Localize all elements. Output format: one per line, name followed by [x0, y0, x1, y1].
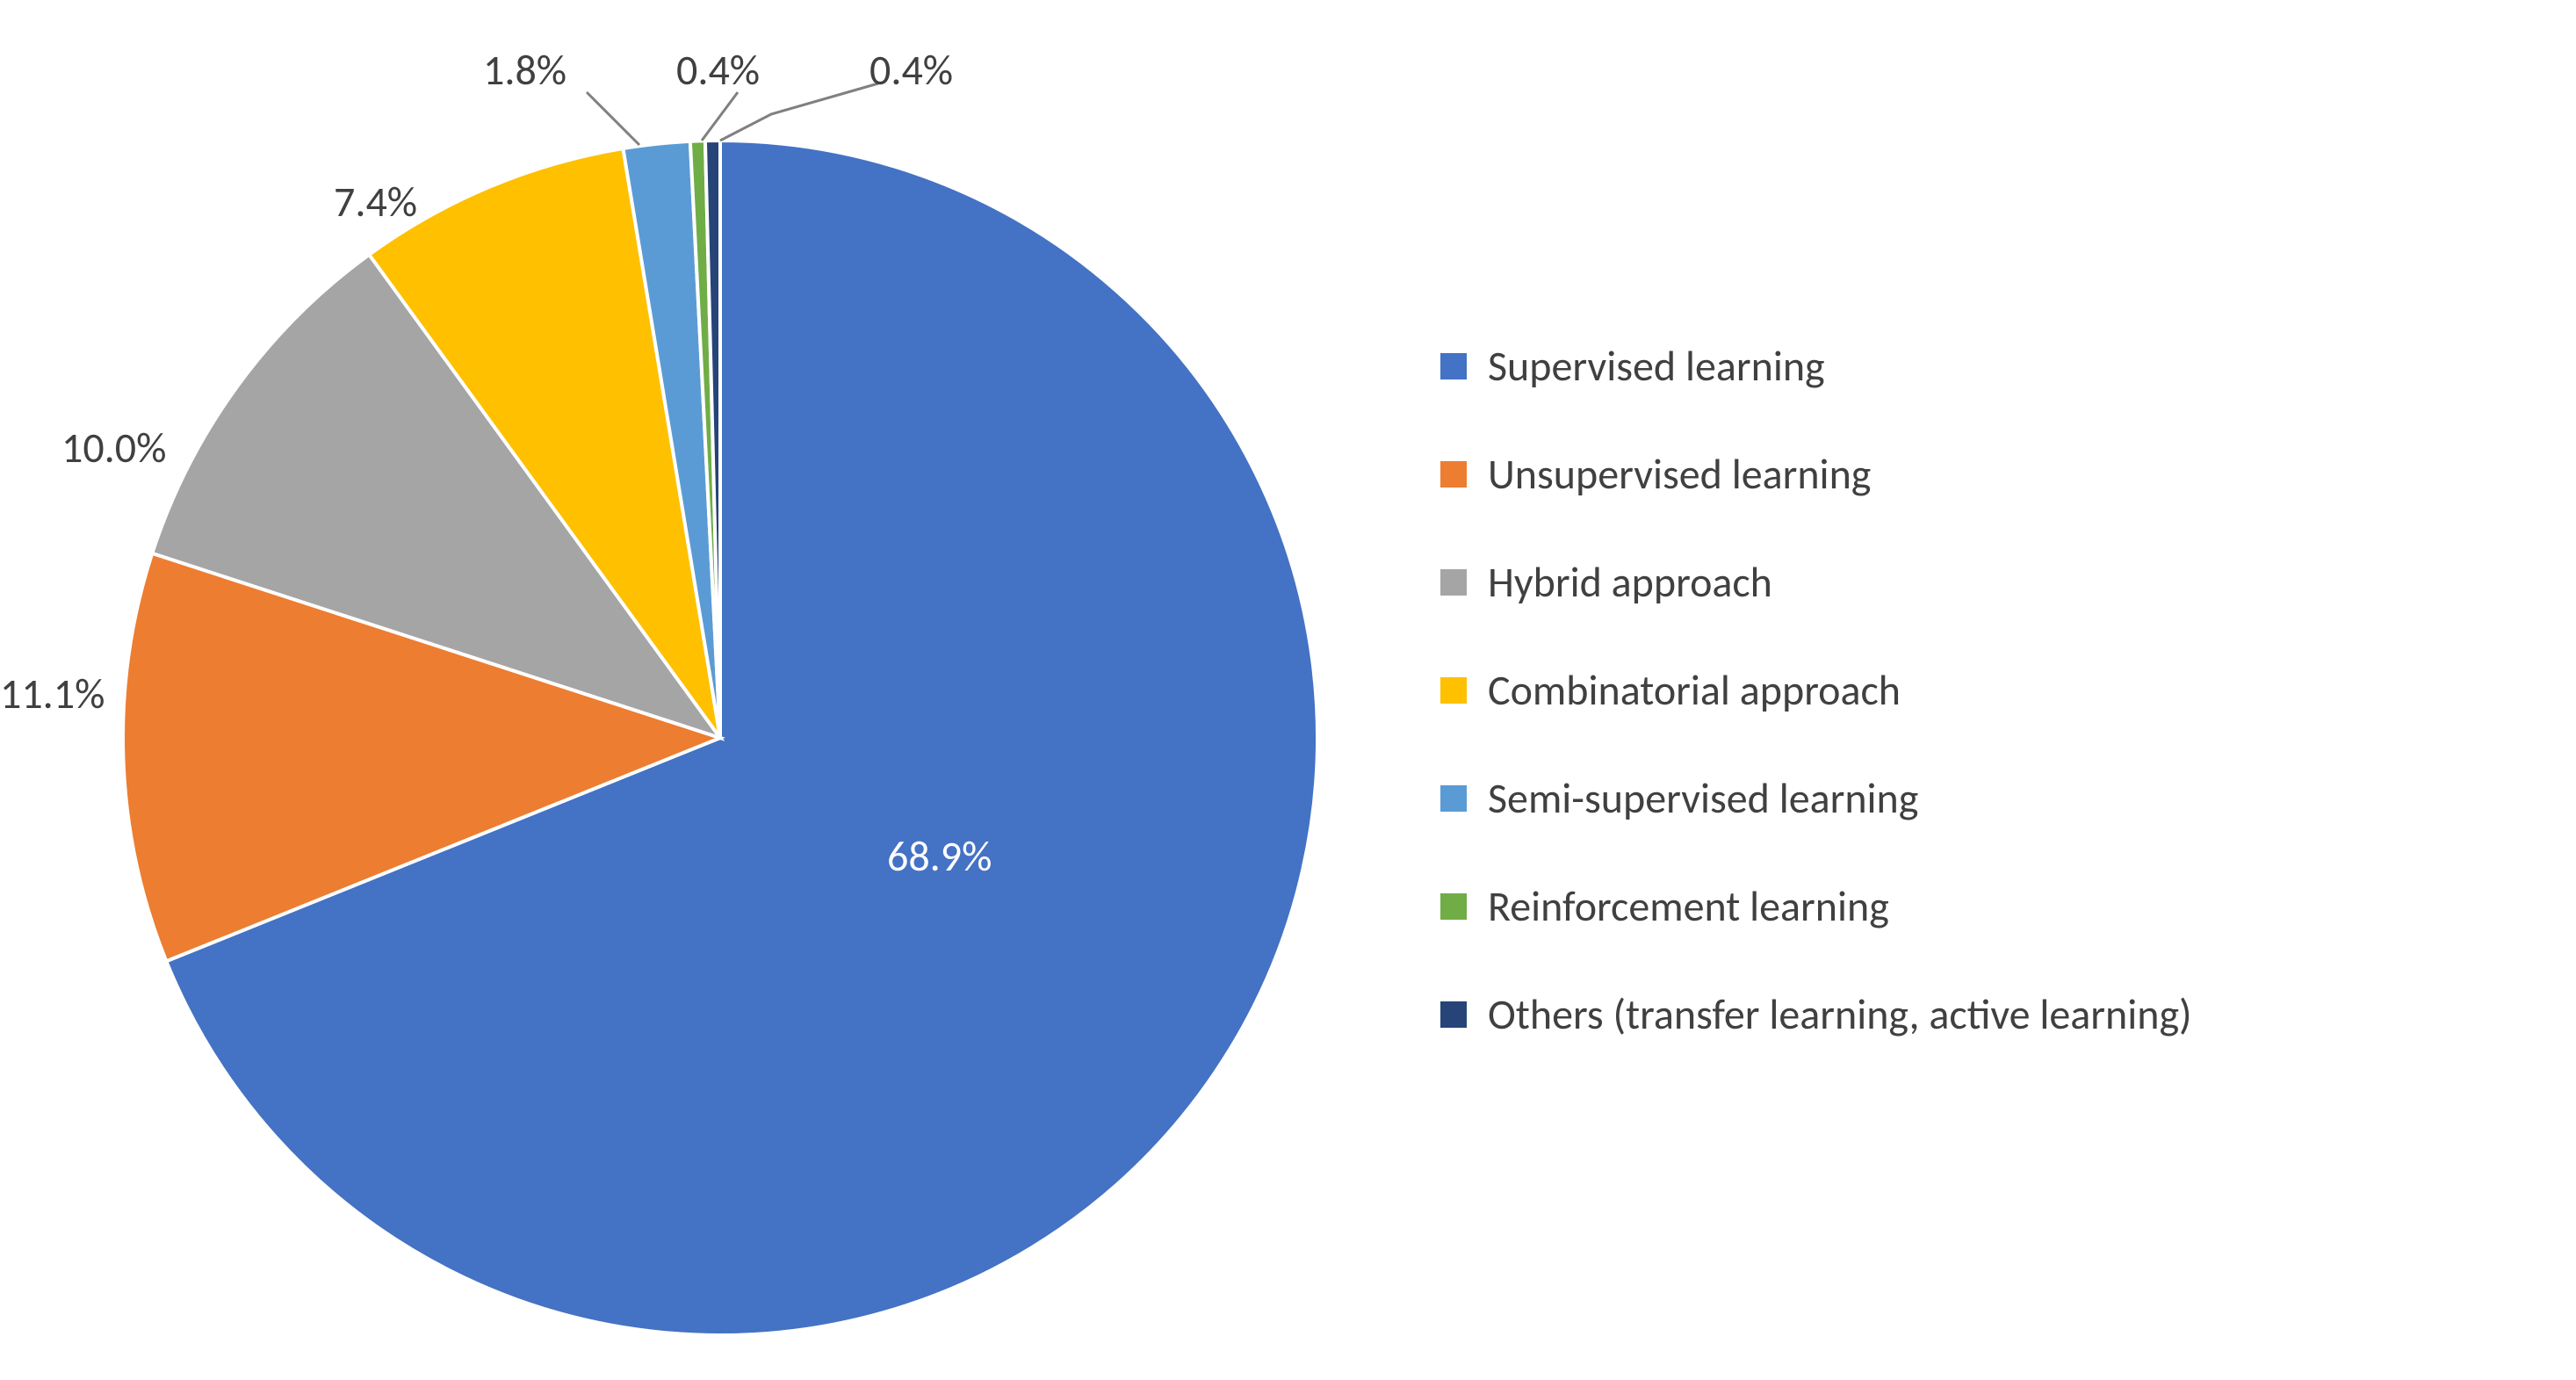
slice-data-label: 7.4%: [334, 176, 417, 228]
legend-marker-icon: [1440, 893, 1467, 920]
slice-data-label: 1.8%: [483, 44, 566, 96]
legend-item: Supervised learning: [1440, 340, 2192, 392]
slice-data-label: 0.4%: [869, 44, 953, 96]
legend-label: Others (transfer learning, active learni…: [1488, 988, 2192, 1040]
pie-chart-svg: [0, 0, 1405, 1380]
slice-data-label: 10.0%: [61, 422, 166, 473]
legend-label: Semi-supervised learning: [1488, 772, 1918, 824]
legend-marker-icon: [1440, 677, 1467, 704]
legend-marker-icon: [1440, 569, 1467, 596]
slice-data-label: 68.9%: [887, 830, 992, 882]
legend-item: Semi-supervised learning: [1440, 772, 2192, 824]
legend-label: Reinforcement learning: [1488, 880, 1889, 932]
legend-marker-icon: [1440, 461, 1467, 488]
legend-marker-icon: [1440, 785, 1467, 812]
leader-line: [587, 92, 639, 145]
legend-item: Unsupervised learning: [1440, 448, 2192, 500]
legend-marker-icon: [1440, 1001, 1467, 1028]
slice-data-label: 0.4%: [676, 44, 760, 96]
chart-wrap: 68.9% 11.1% 10.0% 7.4% 1.8% 0.4% 0.4% Supervis…: [0, 0, 2576, 1380]
slice-data-label: 11.1%: [0, 668, 105, 719]
legend: Supervised learning Unsupervised learning…: [1440, 340, 2192, 1040]
legend-item: Reinforcement learning: [1440, 880, 2192, 932]
legend-label: Hybrid approach: [1488, 556, 1772, 608]
pie-chart-area: 68.9% 11.1% 10.0% 7.4% 1.8% 0.4% 0.4%: [0, 0, 1405, 1380]
legend-item: Others (transfer learning, active learni…: [1440, 988, 2192, 1040]
legend-item: Combinatorial approach: [1440, 664, 2192, 716]
legend-label: Supervised learning: [1488, 340, 1825, 392]
legend-marker-icon: [1440, 353, 1467, 379]
legend-item: Hybrid approach: [1440, 556, 2192, 608]
legend-label: Unsupervised learning: [1488, 448, 1871, 500]
legend-label: Combinatorial approach: [1488, 664, 1901, 716]
